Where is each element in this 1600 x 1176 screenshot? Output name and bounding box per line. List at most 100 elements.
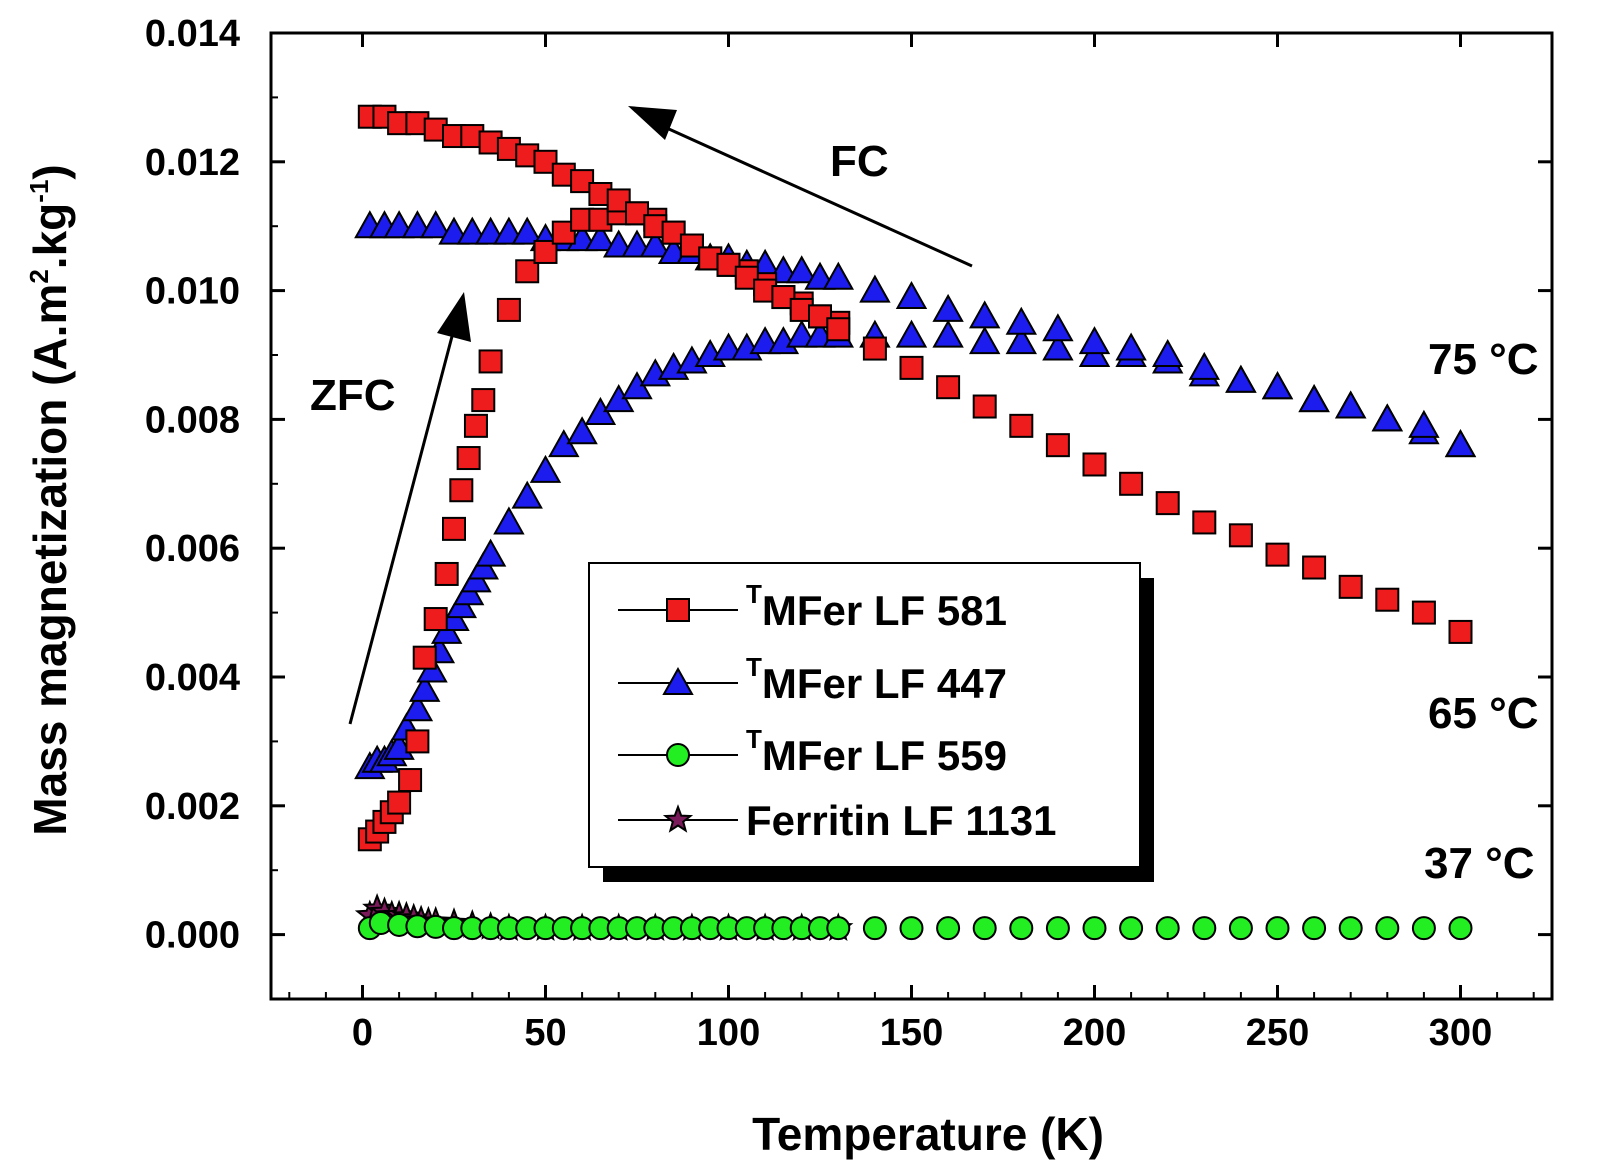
triangle-point-fc [1298, 384, 1330, 413]
temp-37-label: 37 °C [1424, 839, 1535, 888]
triangle-point-zfc [474, 538, 507, 567]
circle-point-zfc [1155, 916, 1180, 941]
triangle-point-fc [1408, 409, 1440, 438]
circle-point-zfc [1009, 916, 1034, 941]
circle-point-zfc [826, 916, 851, 941]
legend-star-marker [662, 804, 694, 833]
square-point-zfc [1192, 510, 1217, 535]
triangle-point-fc [968, 300, 1001, 329]
square-point-zfc [1009, 413, 1034, 438]
circle-point-zfc [1082, 916, 1107, 941]
data-markers [354, 104, 1477, 941]
y-tick-label: 0.004 [145, 657, 240, 699]
square-point-zfc [387, 790, 412, 815]
x-tick-label: 50 [524, 1012, 566, 1054]
square-point-zfc [449, 478, 474, 503]
legend-label-sup: T [746, 724, 762, 754]
series-circle [357, 911, 1473, 941]
y-tick-label: 0.002 [145, 786, 240, 828]
x-tick-label: 100 [697, 1012, 760, 1054]
square-point-fc [716, 252, 741, 277]
triangle-point-fc [1225, 364, 1257, 393]
triangle-point-fc [1115, 332, 1147, 361]
legend-label: TMFer LF 559 [746, 724, 1007, 779]
square-point-zfc [1045, 433, 1070, 458]
circle-point-zfc [1338, 916, 1363, 941]
x-tick-label: 250 [1246, 1012, 1309, 1054]
circle-point-zfc [1448, 916, 1473, 941]
triangle-point-fc [1151, 338, 1184, 367]
square-point-zfc [1302, 555, 1327, 580]
axis-ticks [271, 31, 1552, 1000]
square-point-fc [570, 169, 595, 194]
fc-label: FC [830, 137, 889, 186]
triangle-point-fc [822, 261, 855, 290]
square-point-zfc [972, 394, 997, 419]
zfc-arrow [348, 292, 471, 725]
square-point-zfc [405, 729, 430, 754]
triangle-point-zfc [968, 326, 1001, 355]
square-point-zfc [1228, 523, 1253, 548]
zfc-label: ZFC [310, 371, 396, 420]
y-axis-title-sup2: -1 [24, 180, 54, 203]
triangle-point-zfc [1005, 326, 1038, 355]
circle-point-zfc [1375, 916, 1400, 941]
triangle-point-zfc [566, 416, 598, 445]
square-point-zfc [412, 645, 437, 670]
square-point-zfc [442, 516, 466, 541]
circle-point-zfc [936, 916, 961, 941]
square-point-zfc [496, 297, 521, 322]
y-tick-label: 0.000 [145, 915, 240, 957]
x-axis-title: Temperature (K) [752, 1108, 1104, 1160]
triangle-point-zfc [529, 454, 562, 483]
triangle-point-fc [1188, 351, 1221, 380]
square-point-fc [734, 265, 759, 290]
triangle-point-fc [1371, 403, 1404, 432]
legend-square-marker [666, 598, 690, 622]
triangle-point-fc [1005, 306, 1038, 335]
circle-point-zfc [1265, 916, 1290, 941]
temp-75-label: 75 °C [1428, 335, 1539, 384]
triangle-point-fc [1042, 313, 1074, 342]
triangle-point-fc [1334, 390, 1367, 419]
square-point-zfc [423, 607, 448, 632]
y-axis-title-end: ) [24, 164, 76, 179]
square-point-fc [625, 201, 649, 226]
square-point-fc [533, 149, 558, 174]
square-point-fc [826, 317, 851, 342]
square-point-zfc [471, 388, 496, 413]
triangle-point-fc [584, 223, 617, 252]
triangle-point-fc [1261, 371, 1294, 400]
circle-point-zfc [1192, 916, 1217, 941]
triangle-point-zfc [511, 480, 543, 509]
legend-circle-marker [666, 743, 690, 767]
y-axis-title-main: Mass magnetization (A.m [24, 284, 76, 836]
square-point-fc [661, 220, 686, 245]
x-tick-label: 150 [880, 1012, 943, 1054]
circle-point-zfc [862, 916, 887, 941]
square-point-zfc [456, 446, 481, 471]
square-point-zfc [1338, 574, 1363, 599]
triangle-point-fc [1078, 326, 1111, 355]
square-point-zfc [1375, 587, 1400, 612]
y-tick-label: 0.006 [145, 528, 240, 570]
x-tick-label: 200 [1063, 1012, 1126, 1054]
y-tick-label: 0.014 [145, 13, 240, 55]
square-point-zfc [398, 768, 423, 793]
x-tick-label: 0 [352, 1012, 373, 1054]
circle-point-zfc [1302, 916, 1327, 941]
y-tick-label: 0.012 [145, 142, 240, 184]
square-point-zfc [533, 239, 558, 264]
y-tick-labels: 0.000 0.002 0.004 0.006 0.008 0.010 0.012 0.014 [145, 13, 240, 957]
square-point-zfc [899, 355, 924, 380]
square-point-zfc [1119, 471, 1144, 496]
triangle-point-zfc [895, 319, 928, 348]
triangle-point-fc [895, 280, 928, 310]
legend-triangle-marker [662, 666, 694, 695]
triangle-point-fc [511, 216, 543, 245]
series-square [357, 104, 1473, 852]
legend-label-main: MFer LF 559 [762, 732, 1007, 779]
fc-arrow [628, 106, 973, 268]
